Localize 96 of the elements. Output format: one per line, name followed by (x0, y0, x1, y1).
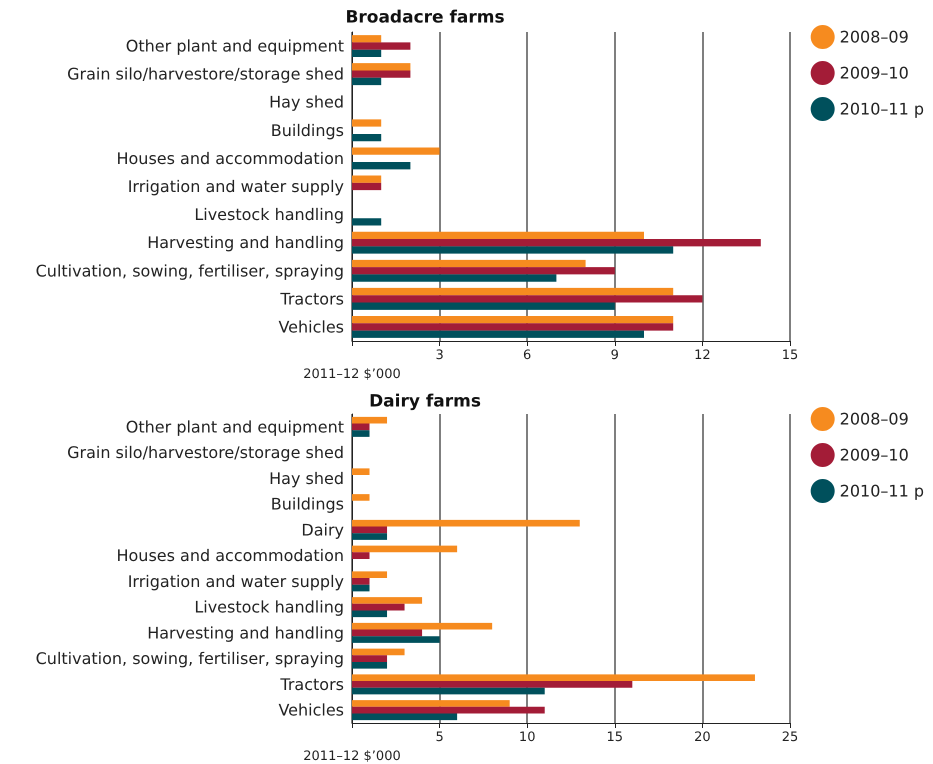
y-tick-label: Grain silo/harvestore/storage shed (67, 443, 344, 462)
bar (352, 630, 422, 636)
bar (352, 302, 615, 310)
bar (352, 424, 370, 430)
y-tick-label: Cultivation, sowing, fertiliser, spraying (36, 261, 344, 280)
bar (352, 330, 644, 338)
bar (352, 35, 382, 42)
x-tick-label: 9 (610, 348, 619, 363)
y-tick-label: Irrigation and water supply (128, 572, 344, 591)
bar (352, 552, 370, 559)
y-tick-label: Buildings (270, 120, 344, 140)
bar (352, 416, 388, 424)
bar (352, 662, 388, 669)
bar (352, 655, 388, 662)
bar (352, 267, 615, 274)
bar (352, 571, 388, 578)
bar (352, 147, 440, 155)
x-tick-label: 25 (782, 730, 798, 745)
y-tick-label: Buildings (270, 494, 344, 514)
bar (352, 246, 674, 254)
bar (352, 622, 492, 630)
bar (352, 494, 370, 501)
bar (352, 610, 388, 618)
bar (352, 584, 370, 592)
bar (352, 430, 370, 437)
bar (352, 260, 586, 268)
bar (352, 636, 440, 643)
chart-title: Broadacre farms (345, 8, 505, 28)
bar (352, 597, 422, 604)
bar (352, 681, 632, 688)
y-tick-label: Houses and accommodation (116, 546, 344, 566)
legend-label: 2008–09 (840, 410, 909, 428)
y-tick-label: Tractors (279, 289, 344, 308)
y-tick-label: Other plant and equipment (126, 417, 344, 436)
bar (352, 526, 388, 534)
bar (352, 70, 410, 78)
bar (352, 50, 382, 57)
y-tick-label: Other plant and equipment (126, 36, 344, 56)
x-tick-label: 20 (694, 730, 711, 745)
x-tick-label: 15 (782, 348, 798, 363)
bar (352, 604, 405, 610)
x-tick-label: 10 (518, 730, 536, 745)
y-tick-label: Cultivation, sowing, fertiliser, spraying (36, 649, 344, 668)
bar (352, 578, 370, 585)
bar (352, 218, 382, 226)
y-tick-label: Dairy (301, 520, 344, 540)
bar (352, 674, 755, 682)
bar (352, 63, 410, 70)
y-tick-label: Hay shed (269, 92, 344, 112)
bar (352, 706, 545, 714)
x-axis-title: 2011–12 $’000 (303, 749, 401, 764)
y-tick-label: Harvesting and handling (147, 233, 344, 252)
bar (352, 274, 556, 282)
chart-title: Dairy farms (369, 392, 481, 412)
bar (352, 648, 405, 656)
bar (352, 182, 382, 190)
bar (352, 232, 644, 240)
y-tick-label: Irrigation and water supply (128, 177, 344, 196)
x-tick-label: 6 (523, 348, 532, 363)
x-tick-label: 12 (694, 348, 711, 363)
bar (352, 713, 458, 720)
y-tick-label: Vehicles (278, 700, 344, 720)
bar (352, 176, 382, 183)
bar (352, 700, 510, 707)
bar (352, 288, 674, 296)
bar (352, 546, 458, 552)
legend-label: 2009–10 (840, 446, 909, 464)
legend-label: 2009–10 (840, 64, 909, 82)
legend-label: 2010–11 p (840, 100, 924, 118)
bar (352, 688, 545, 694)
y-tick-label: Grain silo/harvestore/storage shed (67, 64, 344, 84)
y-tick-label: Livestock handling (194, 205, 344, 224)
bar (352, 295, 702, 303)
bar (352, 42, 410, 50)
y-tick-label: Houses and accommodation (116, 148, 344, 168)
bar (352, 323, 674, 331)
x-tick-label: 5 (435, 730, 444, 745)
bar (352, 239, 761, 246)
y-tick-label: Harvesting and handling (147, 623, 344, 642)
bar (352, 134, 382, 142)
bar (352, 316, 674, 324)
bar (352, 119, 382, 127)
bar (352, 162, 410, 170)
x-tick-label: 3 (435, 348, 444, 363)
y-tick-label: Tractors (279, 674, 344, 694)
legend-label: 2008–09 (840, 28, 909, 46)
y-tick-label: Hay shed (269, 468, 344, 488)
y-tick-label: Vehicles (278, 317, 344, 336)
bar (352, 468, 370, 476)
bar (352, 520, 580, 527)
bar (352, 78, 382, 86)
bar (352, 533, 388, 540)
y-tick-label: Livestock handling (194, 598, 344, 617)
legend-label: 2010–11 p (840, 482, 924, 500)
x-tick-label: 15 (606, 730, 624, 745)
x-axis-title: 2011–12 $’000 (303, 367, 401, 382)
